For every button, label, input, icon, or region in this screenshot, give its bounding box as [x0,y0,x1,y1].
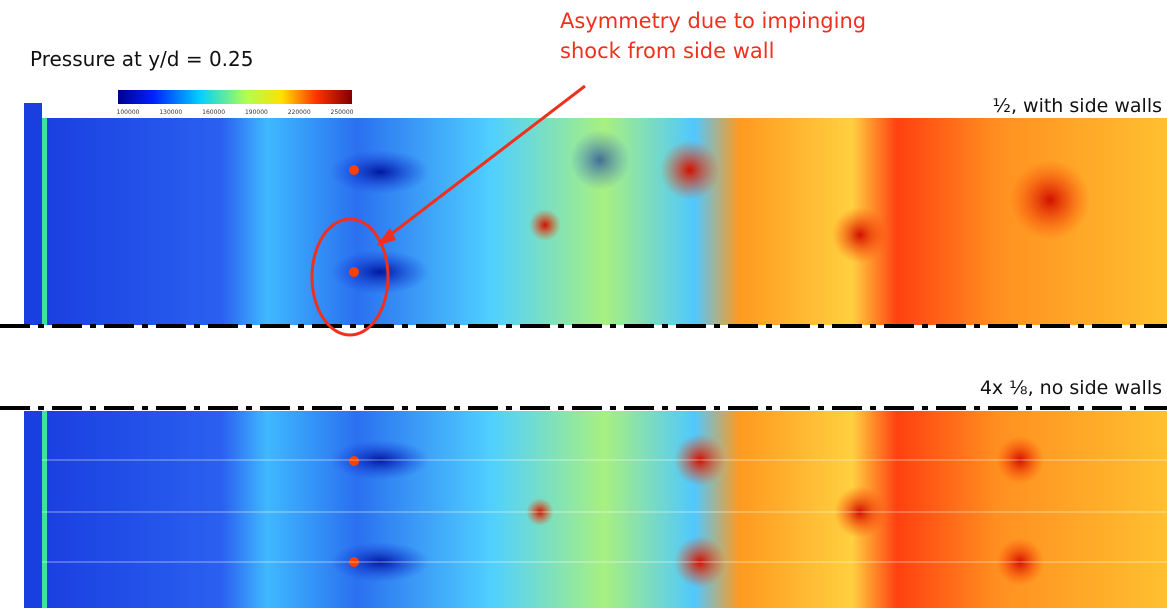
field-features [330,130,1090,294]
colorbar [118,90,352,104]
annotation-line: shock from side wall [560,39,774,63]
field-features [42,434,1167,588]
colorbar-ticks: 100000 130000 160000 190000 220000 250000 [117,109,354,116]
annotation-circle [310,217,390,337]
inlet-edge [42,118,47,325]
figure-title: Pressure at y/d = 0.25 [30,47,254,71]
inlet [24,103,42,325]
panel-label: ½, with side walls [993,95,1162,117]
pressure-field [42,411,1167,608]
colorbar-tick-label: 130000 [159,109,182,116]
colorbar-tick-label: 190000 [245,109,268,116]
inlet [24,411,42,608]
colorbar-tick-label: 100000 [117,109,140,116]
colorbar-tick-label: 160000 [202,109,225,116]
colorbar-tick-label: 220000 [288,109,311,116]
panel-label: 4x ⅛, no side walls [980,377,1162,399]
inlet-edge [42,411,47,608]
annotation-arrow [385,84,586,240]
annotation-line: Asymmetry due to impinging [560,9,866,33]
colorbar-tick-label: 250000 [331,109,354,116]
